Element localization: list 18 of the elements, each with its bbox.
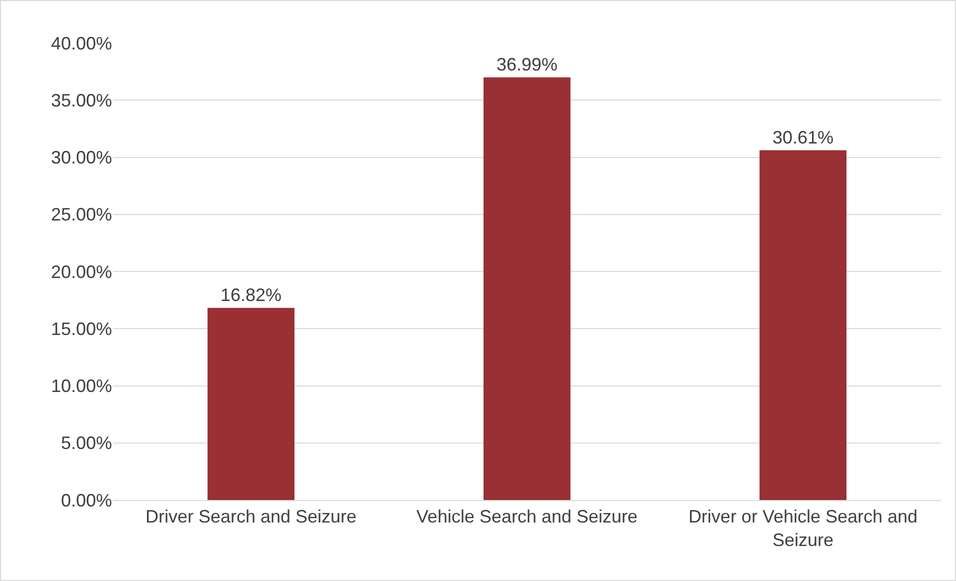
y-tick-label: 0.00%	[60, 490, 112, 510]
data-label: 36.99%	[496, 54, 558, 74]
y-tick-label: 5.00%	[60, 433, 112, 454]
data-label: 30.61%	[772, 127, 834, 148]
x-tick-label: Vehicle Search and Seizure	[416, 506, 638, 527]
data-label: 16.82%	[220, 284, 282, 305]
y-tick-label: 10.00%	[50, 376, 112, 396]
bar	[484, 77, 570, 500]
y-tick-label: 20.00%	[50, 262, 112, 282]
y-tick-label: 15.00%	[50, 318, 112, 339]
bar	[208, 308, 294, 500]
y-tick-label: 25.00%	[50, 204, 112, 225]
bar	[760, 150, 846, 500]
x-tick-label: Driver Search and Seizure	[145, 506, 357, 527]
y-tick-label: 30.00%	[50, 148, 112, 168]
y-tick-label: 40.00%	[50, 33, 112, 54]
x-tick-label: Driver or Vehicle Search and Seizure	[688, 506, 918, 550]
y-tick-label: 35.00%	[50, 90, 112, 110]
